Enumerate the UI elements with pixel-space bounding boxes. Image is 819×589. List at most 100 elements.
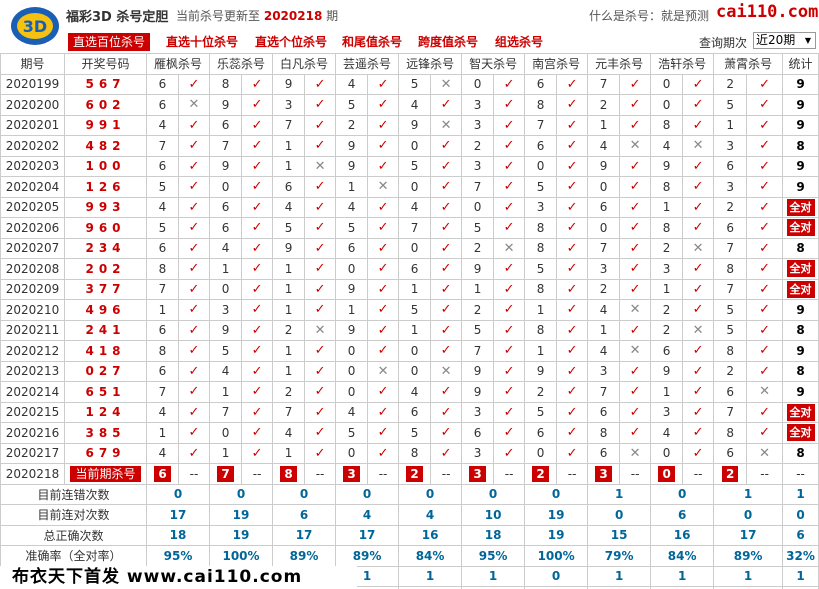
stats-value: 15 <box>713 586 784 589</box>
prediction-value: 3 <box>343 465 360 482</box>
kill-number-cell: 6 <box>272 176 306 198</box>
kill-number-cell: 5 <box>461 319 495 341</box>
period-select[interactable]: 近20期 ▼ <box>753 32 816 49</box>
check-icon: ✓ <box>759 158 771 174</box>
kill-number-cell: 6 <box>146 237 179 259</box>
result-cell: ✓ <box>430 176 463 198</box>
result-cell: ✓ <box>682 217 715 239</box>
result-cell: ✓ <box>556 319 589 341</box>
kill-number-cell: 5 <box>524 258 558 280</box>
kill-number-cell: 0 <box>461 73 495 95</box>
kill-number-cell: 9 <box>650 360 684 382</box>
check-icon: ✓ <box>759 322 771 338</box>
kill-number-cell: 4 <box>272 196 306 218</box>
result-cell: ✓ <box>367 73 400 95</box>
draw-number-cell: 100 <box>64 155 147 177</box>
current-kill-button[interactable]: 当前期杀号 <box>70 465 141 482</box>
check-icon: ✓ <box>629 281 641 297</box>
stats-value: 17 <box>145 504 211 526</box>
kill-number-cell: 2 <box>713 73 748 95</box>
check-icon: ✓ <box>503 322 515 338</box>
check-icon: ✓ <box>629 117 641 133</box>
check-icon: ✓ <box>377 261 389 277</box>
result-cell: ✓ <box>556 442 589 464</box>
result-cell: ✓ <box>619 73 652 95</box>
result-cell: ✓ <box>304 340 337 362</box>
kill-number-cell: 4 <box>146 401 179 423</box>
result-cell: ✓ <box>493 442 526 464</box>
draw-number-cell: 496 <box>64 299 147 321</box>
check-icon: ✓ <box>440 179 452 195</box>
kill-number-cell: 2 <box>587 94 621 116</box>
check-icon: ✓ <box>503 343 515 359</box>
kill-number-cell: 2 <box>650 319 684 341</box>
prediction-cell: 0 <box>650 463 684 485</box>
result-cell: ✓ <box>619 176 652 198</box>
stats-value: 10 <box>461 504 526 526</box>
kill-number-cell: 9 <box>209 155 243 177</box>
stats-value: 19 <box>524 504 589 526</box>
check-icon: ✓ <box>377 240 389 256</box>
table-row: 2020215 124 4 ✓ 7 ✓ 7 ✓ 4 ✓ 6 ✓ 3 ✓ 5 ✓ 6 ✓ 3 ✓ 7 ✓ 全对 <box>0 401 819 423</box>
kill-number-cell: 6 <box>209 217 243 239</box>
kill-number-cell: 5 <box>146 176 179 198</box>
kill-number-cell: 4 <box>587 135 621 157</box>
result-cell: ✓ <box>746 340 784 362</box>
tab-units-kill[interactable]: 直选个位杀号 <box>255 35 328 49</box>
kill-number-cell: 0 <box>524 442 558 464</box>
check-icon: ✓ <box>188 404 200 420</box>
kill-number-cell: 3 <box>524 196 558 218</box>
total-cell: 全对 <box>782 278 819 300</box>
stats-value: 18 <box>145 524 211 546</box>
result-cell: ✓ <box>241 422 274 444</box>
prediction-value: 7 <box>217 465 234 482</box>
check-icon: ✓ <box>251 158 263 174</box>
help-text[interactable]: 什么是杀号：就是预测 <box>589 9 710 23</box>
stats-total: 1 <box>782 483 819 505</box>
period-cell: 2020202 <box>0 135 65 157</box>
table-row: 2020207 234 6 ✓ 4 ✓ 9 ✓ 6 ✓ 0 ✓ 2 ✕ 8 ✓ 7 ✓ 2 ✕ 7 ✓ 8 <box>0 237 819 259</box>
check-icon: ✓ <box>566 384 578 400</box>
period-cell: 2020206 <box>0 217 65 239</box>
tab-span-kill[interactable]: 跨度值杀号 <box>418 35 479 49</box>
stats-total: 1 <box>782 565 819 587</box>
check-icon: ✓ <box>440 220 452 236</box>
total-cell: 8 <box>782 442 819 464</box>
result-cell: ✓ <box>619 196 652 218</box>
kill-number-cell: 5 <box>398 299 432 321</box>
kill-number-cell: 4 <box>587 340 621 362</box>
result-cell: ✓ <box>241 155 274 177</box>
period-cell: 2020204 <box>0 176 65 198</box>
kill-number-cell: 2 <box>461 237 495 259</box>
column-header: 元丰杀号 <box>587 53 652 75</box>
prediction-placeholder: -- <box>241 463 274 485</box>
result-cell: ✓ <box>241 360 274 382</box>
result-cell: ✓ <box>177 278 211 300</box>
result-cell: ✓ <box>367 155 400 177</box>
check-icon: ✓ <box>188 302 200 318</box>
check-icon: ✓ <box>692 117 704 133</box>
result-cell: ✓ <box>304 176 337 198</box>
kill-number-cell: 6 <box>461 422 495 444</box>
result-cell: ✓ <box>682 258 715 280</box>
tab-tens-kill[interactable]: 直选十位杀号 <box>166 35 239 49</box>
total-cell: 全对 <box>782 258 819 280</box>
kill-number-cell: 4 <box>209 237 243 259</box>
kill-number-cell: 1 <box>461 278 495 300</box>
kill-number-cell: 7 <box>209 401 243 423</box>
tab-hundreds-kill[interactable]: 直选百位杀号 <box>68 33 151 51</box>
result-cell: ✓ <box>304 258 337 280</box>
result-cell: ✓ <box>241 135 274 157</box>
result-cell: ✓ <box>367 258 400 280</box>
check-icon: ✓ <box>503 220 515 236</box>
check-icon: ✓ <box>314 302 326 318</box>
period-cell: 2020212 <box>0 340 65 362</box>
result-cell: ✓ <box>177 340 211 362</box>
check-icon: ✓ <box>377 322 389 338</box>
update-info: 当前杀号更新至 2020218 期 <box>176 7 338 24</box>
kill-number-cell: 4 <box>398 196 432 218</box>
tab-sum-tail-kill[interactable]: 和尾值杀号 <box>342 35 403 49</box>
site-domain[interactable]: cai110.com <box>716 2 819 22</box>
tab-group-kill[interactable]: 组选杀号 <box>495 35 544 49</box>
prediction-value: 2 <box>721 465 739 482</box>
